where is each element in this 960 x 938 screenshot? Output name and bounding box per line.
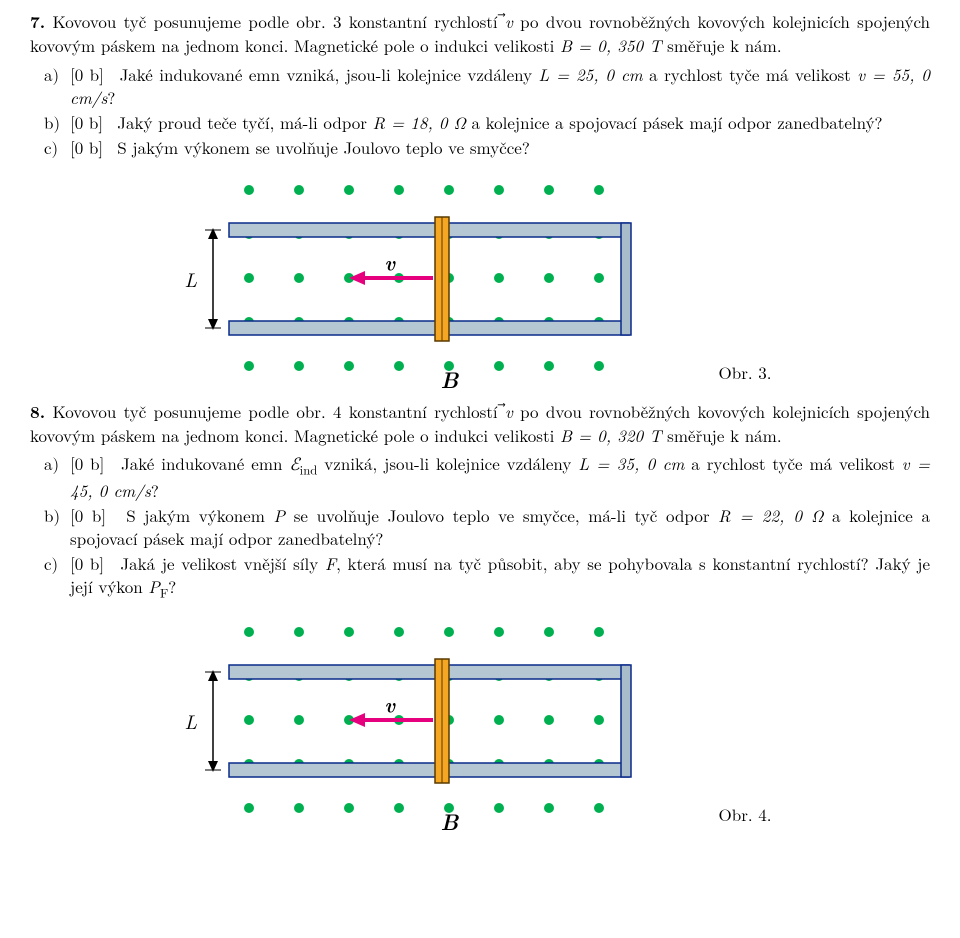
p7b-R: R = 18, 0 Ω	[373, 110, 466, 134]
problem-8-intro: 8. Kovovou tyč posunujeme podle obr. 4 k…	[30, 400, 930, 447]
bracket-8b: [0 b]	[70, 503, 106, 527]
body-8a: [0 b] Jaké indukované emn ℰind vzniká, j…	[70, 452, 930, 502]
marker-a: a)	[44, 63, 70, 86]
p8a-L: L = 35, 0 cm	[578, 451, 684, 475]
problem-7-item-c: c) [0 b] S jakým výkonem se uvolňuje Jou…	[44, 136, 930, 159]
marker-8c: c)	[44, 552, 70, 575]
figure-4-svg	[189, 617, 649, 827]
figure-3-v-label: v	[385, 249, 396, 276]
figure-3-B-label: B	[441, 365, 459, 395]
problem-8-number: 8.	[30, 400, 45, 424]
figure-4-caption: Obr. 4.	[719, 803, 772, 832]
figure-3-L-label: L	[185, 265, 198, 292]
figure-4-svg-wrap: L v B	[189, 617, 649, 832]
marker-8a: a)	[44, 452, 70, 475]
page: 7. Kovovou tyč posunujeme podle obr. 3 k…	[0, 0, 960, 872]
problem-8-item-b: b) [0 b] S jakým výkonem P se uvolňuje J…	[44, 504, 930, 550]
p8c-PF: P	[148, 574, 160, 598]
p8a-tail: ?	[151, 478, 159, 502]
p8c-text-a: Jaká je velikost vnější síly	[120, 551, 325, 575]
marker-b: b)	[44, 111, 70, 134]
marker-c: c)	[44, 136, 70, 159]
problem-7-item-b: b) [0 b] Jaký proud teče tyčí, má-li odp…	[44, 111, 930, 134]
p7c-text: S jakým výkonem se uvolňuje Joulovo tepl…	[117, 135, 530, 159]
problem-7-item-a: a) [0 b] Jaké indukované emn vzniká, jso…	[44, 63, 930, 109]
p8a-text-c: a rychlost tyče má velikost	[684, 451, 901, 475]
figure-3: L v B Obr. 3.	[30, 175, 930, 390]
p8b-P: P	[274, 503, 286, 527]
p8a-text-b: vzniká, jsou-li kolejnice vzdáleny	[317, 451, 578, 475]
figure-4: L v B Obr. 4.	[30, 617, 930, 832]
p7b-text-a: Jaký proud teče tyčí, má-li odpor	[117, 110, 372, 134]
figure-4-B-label: B	[441, 807, 459, 837]
problem-7-intro-c: směřuje k nám.	[662, 33, 782, 57]
body-b: [0 b] Jaký proud teče tyčí, má-li odpor …	[70, 111, 930, 134]
vec-v: v	[505, 10, 513, 33]
p8b-text-a: S jakým výkonem	[126, 503, 273, 527]
bracket-b: [0 b]	[70, 110, 103, 134]
vec-v-8: v	[505, 400, 513, 423]
bracket-a: [0 b]	[70, 62, 104, 86]
bracket-8c: [0 b]	[70, 551, 104, 575]
p8c-tail: ?	[168, 574, 176, 598]
problem-7-intro-a: Kovovou tyč posunujeme podle obr. 3 kons…	[53, 9, 505, 33]
p8a-text-a: Jaké indukované emn	[121, 451, 289, 475]
figure-4-L-label: L	[185, 707, 198, 734]
p7a-tail: ?	[107, 85, 115, 109]
problem-7-intro: 7. Kovovou tyč posunujeme podle obr. 3 k…	[30, 10, 930, 57]
p7a-text-b: a rychlost tyče má velikost	[643, 62, 858, 86]
problem-8-B: B = 0, 320 T	[560, 423, 662, 447]
figure-3-svg-wrap: L v B	[189, 175, 649, 390]
p7a-text-a: Jaké indukované emn vzniká, jsou-li kole…	[120, 62, 539, 86]
body-a: [0 b] Jaké indukované emn vzniká, jsou-l…	[70, 63, 930, 109]
p7b-text-b: a kolejnice a spojovací pásek mají odpor…	[466, 110, 883, 134]
problem-8-item-a: a) [0 b] Jaké indukované emn ℰind vzniká…	[44, 452, 930, 502]
figure-4-v-label: v	[385, 691, 396, 718]
problem-8-item-c: c) [0 b] Jaká je velikost vnější síly F,…	[44, 552, 930, 602]
problem-7-number: 7.	[30, 10, 45, 34]
body-8b: [0 b] S jakým výkonem P se uvolňuje Joul…	[70, 504, 930, 550]
problem-7-list: a) [0 b] Jaké indukované emn vzniká, jso…	[30, 63, 930, 159]
p8a-emf-sub: ind	[300, 461, 318, 479]
marker-8b: b)	[44, 504, 70, 527]
p8c-F: F	[325, 551, 336, 575]
bracket-c: [0 b]	[70, 135, 103, 159]
body-c: [0 b] S jakým výkonem se uvolňuje Joulov…	[70, 136, 930, 159]
problem-8-list: a) [0 b] Jaké indukované emn ℰind vzniká…	[30, 452, 930, 601]
p8a-emf: ℰ	[289, 455, 299, 474]
figure-3-caption: Obr. 3.	[719, 361, 772, 390]
bracket-8a: [0 b]	[70, 451, 104, 475]
p8b-R: R = 22, 0 Ω	[718, 503, 823, 527]
body-8c: [0 b] Jaká je velikost vnější síly F, kt…	[70, 552, 930, 602]
figure-3-svg	[189, 175, 649, 385]
p7a-L: L = 25, 0 cm	[539, 62, 643, 86]
problem-8-intro-c: směřuje k nám.	[662, 423, 782, 447]
p8b-text-b: se uvolňuje Joulovo teplo ve smyčce, má-…	[285, 503, 718, 527]
problem-8-intro-a: Kovovou tyč posunujeme podle obr. 4 kons…	[53, 399, 505, 423]
problem-7-B: B = 0, 350 T	[560, 33, 662, 57]
